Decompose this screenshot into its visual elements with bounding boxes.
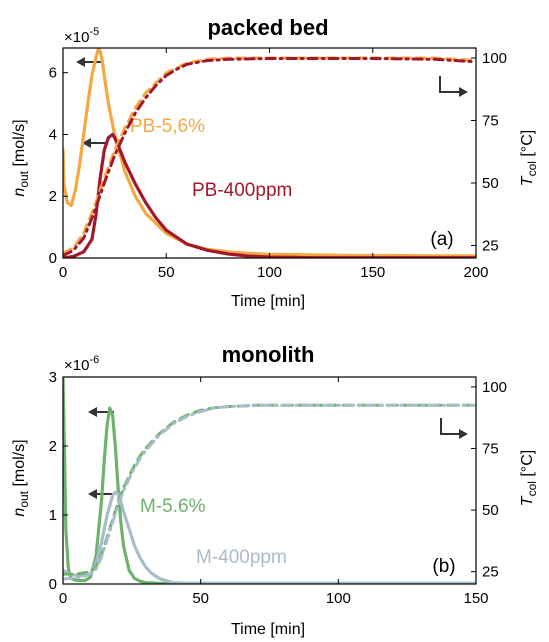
panel-label: (b) xyxy=(432,556,455,577)
chart-panel-packed-bed: packed bed ×10-5 nout [mol/s] Tcol [°C] … xyxy=(11,15,539,310)
y-axis-label-right: Tcol [°C] xyxy=(519,130,539,186)
y-tick-label-right: 50 xyxy=(482,175,499,192)
svg-text:nout [mol/s]: nout [mol/s] xyxy=(11,119,31,196)
x-tick-label: 0 xyxy=(59,590,67,607)
series-annotation-pb-5-6: PB-5,6% xyxy=(130,116,205,137)
y-scale-note: ×10-5 xyxy=(64,26,99,46)
x-axis-label: Time [min] xyxy=(231,293,305,310)
y-tick-label-right: 50 xyxy=(482,502,499,519)
y-tick-label-right: 25 xyxy=(482,564,499,581)
x-tick-label: 200 xyxy=(463,264,488,281)
y-tick-label-right: 25 xyxy=(482,238,499,255)
y-tick-label-right: 100 xyxy=(482,50,507,67)
y-tick-label-right: 100 xyxy=(482,379,507,396)
series-group xyxy=(63,377,476,584)
svg-text:Tcol [°C]: Tcol [°C] xyxy=(519,450,539,506)
y-axis-label-left: nout [mol/s] xyxy=(11,119,31,196)
x-tick-label: 0 xyxy=(59,264,67,281)
panel-label: (a) xyxy=(430,229,453,250)
series-group xyxy=(63,48,476,258)
axes-frame xyxy=(62,47,477,259)
chart-title: monolith xyxy=(222,342,315,367)
arrow-right-axis xyxy=(440,418,468,439)
x-tick-label: 150 xyxy=(360,264,385,281)
series-line-pb-400ppm-right xyxy=(63,57,476,257)
x-axis-label: Time [min] xyxy=(231,621,305,638)
y-axis-label-left: nout [mol/s] xyxy=(11,439,31,516)
series-line-pb-5-6--right xyxy=(63,56,476,255)
y-tick-label-left: 6 xyxy=(49,65,57,82)
x-tick-label: 50 xyxy=(192,590,209,607)
series-annotation-m-5-6: M-5.6% xyxy=(140,496,206,517)
plot-area: 0 50 100 150 0 1 2 3 25 50 75 100 xyxy=(49,369,507,607)
series-annotation-pb-400ppm: PB-400ppm xyxy=(192,180,292,201)
x-tick-label: 150 xyxy=(463,590,488,607)
x-tick-label: 100 xyxy=(257,264,282,281)
y-tick-label-left: 3 xyxy=(49,369,57,386)
y-tick-label-right: 75 xyxy=(482,113,499,130)
svg-text:nout [mol/s]: nout [mol/s] xyxy=(11,439,31,516)
y-tick-label-left: 1 xyxy=(49,507,57,524)
arrow-right-axis xyxy=(439,76,468,97)
y-scale-note: ×10-6 xyxy=(64,354,99,374)
x-tick-label: 100 xyxy=(326,590,351,607)
svg-text:Tcol [°C]: Tcol [°C] xyxy=(519,130,539,186)
axes-frame xyxy=(62,376,477,585)
y-axis-label-right: Tcol [°C] xyxy=(519,450,539,506)
chart-panel-monolith: monolith ×10-6 nout [mol/s] Tcol [°C] Ti… xyxy=(11,342,539,638)
series-line-pb-5-6--left xyxy=(63,48,476,258)
y-tick-label-left: 2 xyxy=(49,188,57,205)
arrow-left-axis-2 xyxy=(82,138,108,148)
chart-title: packed bed xyxy=(207,15,328,40)
plot-area: 0 50 100 150 200 0 2 4 6 25 50 75 100 xyxy=(49,47,507,281)
y-tick-label-left: 0 xyxy=(49,576,57,593)
arrow-left-axis-2 xyxy=(88,489,114,499)
y-tick-label-left: 4 xyxy=(49,126,57,143)
series-line-m-400ppm-left xyxy=(63,490,476,584)
y-tick-label-right: 75 xyxy=(482,440,499,457)
series-annotation-m-400ppm: M-400ppm xyxy=(196,547,287,568)
x-tick-label: 50 xyxy=(158,264,175,281)
series-line-m-400ppm-right xyxy=(63,403,476,581)
y-tick-label-left: 2 xyxy=(49,438,57,455)
arrow-left-axis-1 xyxy=(76,57,102,67)
y-tick-label-left: 0 xyxy=(49,250,57,267)
